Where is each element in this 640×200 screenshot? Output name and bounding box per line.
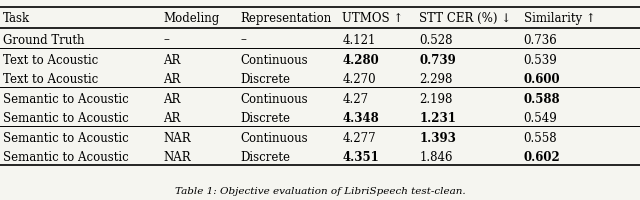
Text: Modeling: Modeling [163, 12, 220, 25]
Text: 4.351: 4.351 [342, 150, 379, 163]
Text: 4.27: 4.27 [342, 92, 369, 105]
Text: Similarity ↑: Similarity ↑ [524, 12, 595, 25]
Text: Discrete: Discrete [240, 150, 290, 163]
Text: AR: AR [163, 92, 180, 105]
Text: Text to Acoustic: Text to Acoustic [3, 54, 99, 67]
Text: 4.270: 4.270 [342, 72, 376, 85]
Text: 1.231: 1.231 [419, 111, 456, 124]
Text: Text to Acoustic: Text to Acoustic [3, 72, 99, 85]
Text: Discrete: Discrete [240, 111, 290, 124]
Text: 0.600: 0.600 [524, 72, 560, 85]
Text: 0.539: 0.539 [524, 54, 557, 67]
Text: Continuous: Continuous [240, 131, 308, 144]
Text: 0.558: 0.558 [524, 131, 557, 144]
Text: 1.393: 1.393 [419, 131, 456, 144]
Text: AR: AR [163, 72, 180, 85]
Text: 1.846: 1.846 [419, 150, 452, 163]
Text: Semantic to Acoustic: Semantic to Acoustic [3, 111, 129, 124]
Text: Task: Task [3, 12, 30, 25]
Text: –: – [240, 33, 246, 46]
Text: UTMOS ↑: UTMOS ↑ [342, 12, 404, 25]
Text: NAR: NAR [163, 131, 191, 144]
Text: 2.198: 2.198 [419, 92, 452, 105]
Text: 0.549: 0.549 [524, 111, 557, 124]
Text: 2.298: 2.298 [419, 72, 452, 85]
Text: AR: AR [163, 54, 180, 67]
Text: 0.736: 0.736 [524, 33, 557, 46]
Text: Continuous: Continuous [240, 92, 308, 105]
Text: NAR: NAR [163, 150, 191, 163]
Text: 0.602: 0.602 [524, 150, 560, 163]
Text: 4.121: 4.121 [342, 33, 376, 46]
Text: 4.348: 4.348 [342, 111, 379, 124]
Text: Table 1: Objective evaluation of LibriSpeech test-clean.: Table 1: Objective evaluation of LibriSp… [175, 187, 465, 195]
Text: AR: AR [163, 111, 180, 124]
Text: Ground Truth: Ground Truth [3, 33, 84, 46]
Text: Semantic to Acoustic: Semantic to Acoustic [3, 150, 129, 163]
Text: Representation: Representation [240, 12, 332, 25]
Text: 0.528: 0.528 [419, 33, 452, 46]
Text: Discrete: Discrete [240, 72, 290, 85]
Text: Semantic to Acoustic: Semantic to Acoustic [3, 131, 129, 144]
Text: 4.277: 4.277 [342, 131, 376, 144]
Text: 0.739: 0.739 [419, 54, 456, 67]
Text: –: – [163, 33, 169, 46]
Text: 4.280: 4.280 [342, 54, 379, 67]
Text: STT CER (%) ↓: STT CER (%) ↓ [419, 12, 511, 25]
Text: 0.588: 0.588 [524, 92, 560, 105]
Text: Semantic to Acoustic: Semantic to Acoustic [3, 92, 129, 105]
Text: Continuous: Continuous [240, 54, 308, 67]
